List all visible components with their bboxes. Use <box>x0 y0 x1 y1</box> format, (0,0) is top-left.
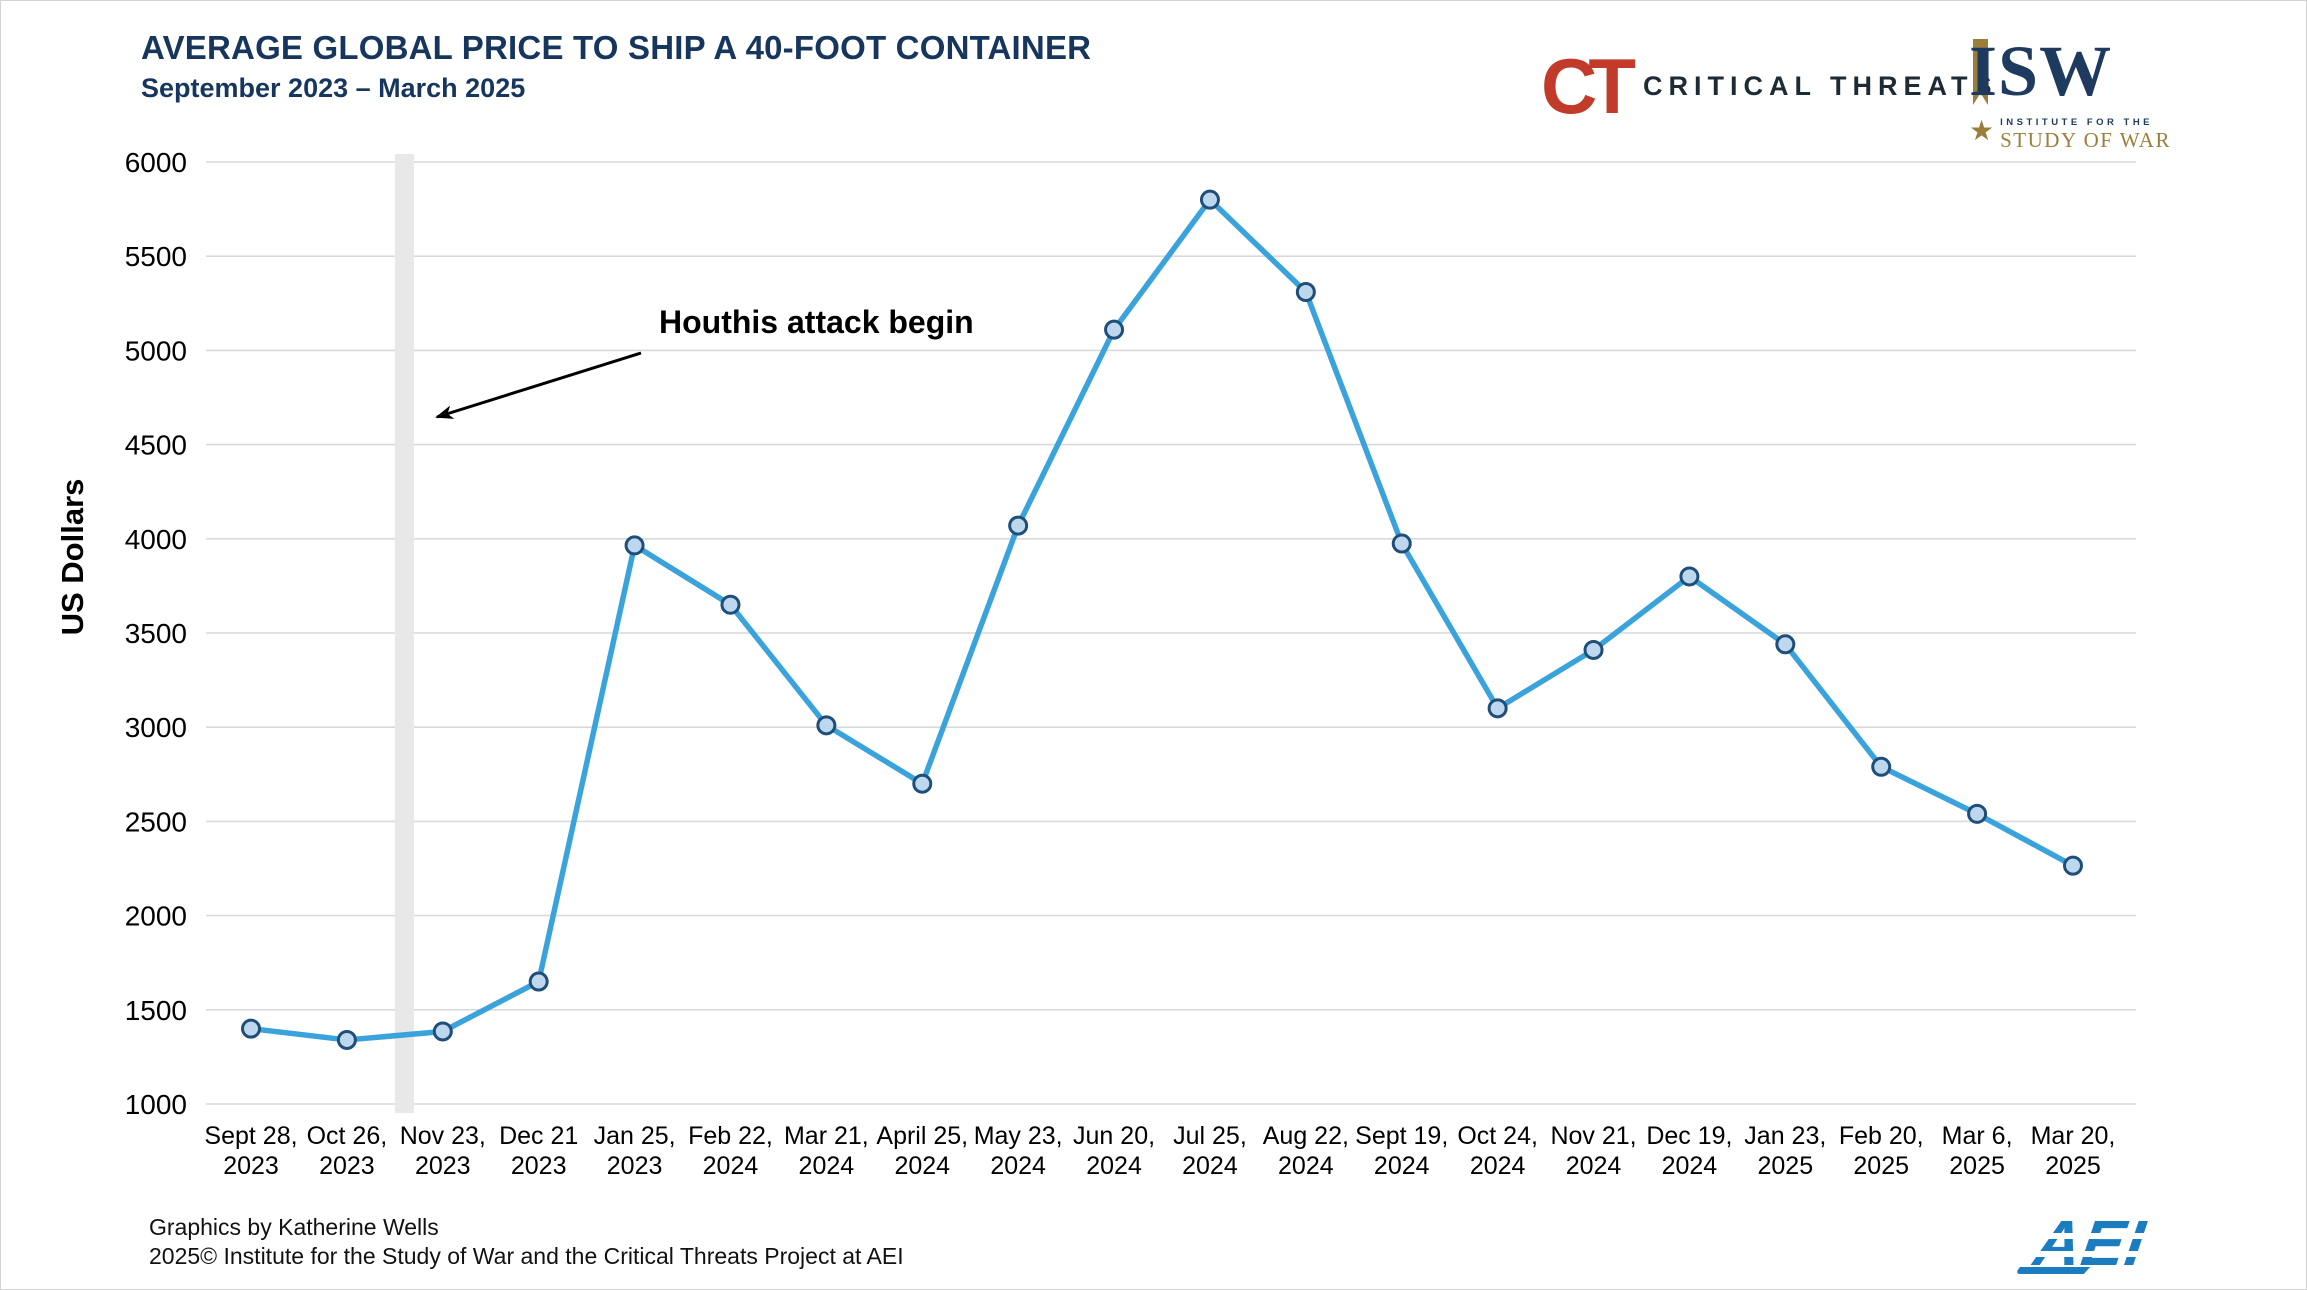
y-tick-label: 3000 <box>125 712 187 743</box>
aei-logo: AEI <box>2013 1207 2164 1289</box>
event-band <box>394 154 414 1113</box>
x-tick-label: 2025 <box>1949 1152 2005 1180</box>
data-point-marker <box>912 773 933 794</box>
x-tick-label: 2024 <box>1278 1152 1334 1180</box>
isw-subtitle-block: ★ INSTITUTE FOR THE STUDY OF WAR <box>1969 115 2169 153</box>
data-point-marker <box>1104 319 1125 340</box>
x-tick-label: May 23, <box>974 1122 1063 1150</box>
x-tick-label: April 25, <box>876 1122 968 1150</box>
y-tick-label: 2500 <box>125 806 187 837</box>
annotation-label: Houthis attack begin <box>659 304 974 340</box>
x-tick-label: 2023 <box>319 1152 375 1180</box>
x-tick-label: Dec 19, <box>1646 1122 1732 1150</box>
x-tick-label: 2024 <box>1470 1152 1526 1180</box>
x-tick-label: Jan 25, <box>594 1122 676 1150</box>
x-tick-label: Mar 6, <box>1942 1122 2013 1150</box>
y-tick-label: 6000 <box>125 147 187 178</box>
isw-star-icon: ★ <box>1969 115 1995 146</box>
y-tick-label: 2000 <box>125 901 187 932</box>
x-tick-label: Oct 24, <box>1457 1122 1538 1150</box>
aei-stripe-icon <box>2025 1251 2155 1257</box>
data-point-marker <box>1871 756 1892 777</box>
x-tick-label: Feb 20, <box>1839 1122 1924 1150</box>
x-tick-label: 2023 <box>415 1152 471 1180</box>
x-tick-label: 2023 <box>607 1152 663 1180</box>
x-tick-label: Mar 20, <box>2031 1122 2116 1150</box>
x-tick-label: Nov 23, <box>400 1122 486 1150</box>
y-tick-label: 5500 <box>125 241 187 272</box>
x-tick-label: 2024 <box>1086 1152 1142 1180</box>
data-point-marker <box>1679 566 1700 587</box>
data-point-marker <box>1967 803 1988 824</box>
page-title: AVERAGE GLOBAL PRICE TO SHIP A 40-FOOT C… <box>141 29 1092 66</box>
x-tick-label: Nov 21, <box>1550 1122 1636 1150</box>
aei-swoosh-icon <box>2013 1267 2091 1274</box>
data-point-marker <box>241 1018 261 1039</box>
data-point-marker <box>624 535 645 556</box>
y-tick-label: 1000 <box>125 1089 187 1120</box>
x-tick-label: Feb 22, <box>688 1122 773 1150</box>
data-point-marker <box>1295 281 1316 302</box>
x-tick-label: 2025 <box>1758 1152 1814 1180</box>
x-tick-label: 2024 <box>703 1152 759 1180</box>
x-tick-label: Sept 19, <box>1355 1122 1448 1150</box>
data-point-marker <box>1008 515 1029 536</box>
x-tick-label: Aug 22, <box>1263 1122 1349 1150</box>
y-tick-label: 4000 <box>125 524 187 555</box>
isw-study-of-war-text: STUDY OF WAR <box>2000 128 2171 152</box>
data-point-marker <box>528 971 549 992</box>
x-tick-label: 2025 <box>2045 1152 2101 1180</box>
x-tick-label: Jun 20, <box>1073 1122 1155 1150</box>
data-point-marker <box>1775 634 1796 655</box>
data-point-marker <box>1583 639 1604 660</box>
isw-logo: ISW ★ INSTITUTE FOR THE STUDY OF WAR <box>1969 35 2169 153</box>
x-tick-label: Oct 26, <box>307 1122 388 1150</box>
isw-institute-text: INSTITUTE FOR THE <box>2000 117 2154 128</box>
data-point-marker <box>1487 698 1508 719</box>
data-point-marker <box>336 1029 357 1050</box>
x-tick-label: 2024 <box>990 1152 1046 1180</box>
x-tick-label: 2024 <box>1182 1152 1238 1180</box>
critical-threats-monogram-icon: CT <box>1541 42 1636 130</box>
x-tick-label: Jan 23, <box>1744 1122 1826 1150</box>
isw-acronym-block: ISW <box>1969 35 2144 113</box>
credits: Graphics by Katherine Wells 2025© Instit… <box>149 1213 904 1271</box>
x-tick-label: 2024 <box>1566 1152 1622 1180</box>
x-tick-label: Mar 21, <box>784 1122 869 1150</box>
x-tick-label: Jul 25, <box>1173 1122 1247 1150</box>
y-tick-label: 1500 <box>125 995 187 1026</box>
y-tick-label: 4500 <box>125 430 187 461</box>
data-point-marker <box>432 1021 453 1042</box>
x-tick-label: 2024 <box>1374 1152 1430 1180</box>
x-tick-label: 2024 <box>894 1152 950 1180</box>
x-tick-label: 2025 <box>1853 1152 1909 1180</box>
aei-stripe-icon <box>2025 1233 2155 1239</box>
x-tick-label: 2024 <box>799 1152 855 1180</box>
credit-line-2: 2025© Institute for the Study of War and… <box>149 1243 904 1269</box>
critical-threats-wordmark: CRITICAL THREATS <box>1642 70 1998 101</box>
annotation-arrow <box>435 351 642 419</box>
trend-line <box>248 196 2076 1043</box>
y-tick-label: 5000 <box>125 335 187 366</box>
data-point-marker <box>2063 855 2083 876</box>
isw-acronym: ISW <box>1969 31 2113 111</box>
isw-banner-icon <box>1973 39 1988 105</box>
data-point-marker <box>1199 189 1220 210</box>
x-tick-label: 2023 <box>511 1152 567 1180</box>
x-tick-label: 2024 <box>1662 1152 1718 1180</box>
y-tick-label: 3500 <box>125 618 187 649</box>
data-point-marker <box>720 594 741 615</box>
aei-wordmark: AEI <box>2029 1207 2150 1279</box>
x-tick-label: Sept 28, <box>204 1122 297 1150</box>
page-subtitle: September 2023 – March 2025 <box>141 73 526 103</box>
x-tick-label: 2023 <box>223 1152 279 1180</box>
chart-header: AVERAGE GLOBAL PRICE TO SHIP A 40-FOOT C… <box>141 29 1091 104</box>
data-point-marker <box>816 715 837 736</box>
data-point-marker <box>1391 533 1412 554</box>
x-tick-label: Dec 21 <box>499 1122 578 1150</box>
credit-line-1: Graphics by Katherine Wells <box>149 1214 439 1240</box>
critical-threats-logo: CT CRITICAL THREATS <box>1541 42 1998 130</box>
